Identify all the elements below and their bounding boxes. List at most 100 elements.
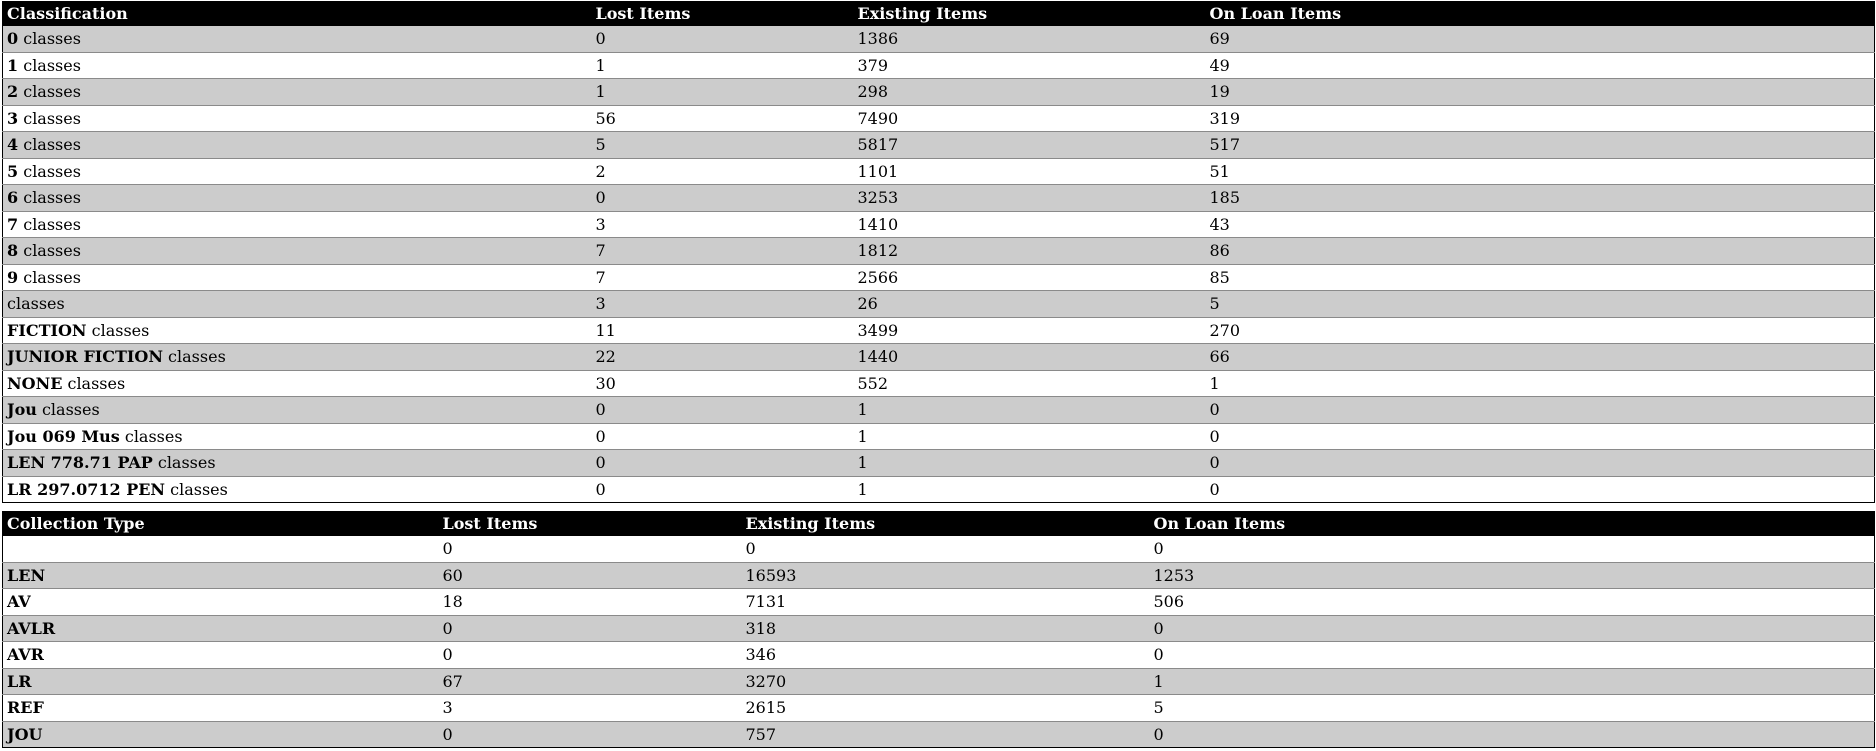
table-row: LEN 778.71 PAP classes 0 1 0: [2, 449, 1875, 477]
existing-cell: 1: [853, 396, 1206, 424]
classification-code: 5: [7, 161, 19, 181]
on-loan-cell: 51: [1205, 158, 1875, 185]
table-row: AVLR 0 318 0: [2, 615, 1875, 642]
classification-cell: 5 classes: [2, 158, 592, 185]
table-row: Jou classes 0 1 0: [2, 396, 1875, 424]
classification-cell: LR 297.0712 PEN classes: [2, 476, 592, 503]
classification-column-header: Classification: [2, 1, 592, 26]
classification-suffix: classes: [119, 426, 183, 446]
classification-cell: 9 classes: [2, 264, 592, 291]
existing-cell: 346: [741, 641, 1150, 669]
on-loan-cell: 66: [1205, 343, 1875, 371]
classification-suffix: classes: [18, 214, 81, 234]
table-row: 8 classes 7 1812 86: [2, 237, 1875, 265]
existing-cell: 7490: [853, 105, 1206, 132]
on-loan-cell: 85: [1205, 264, 1875, 291]
classification-suffix: classes: [18, 29, 81, 49]
classification-suffix: classes: [18, 161, 81, 181]
collection-type-cell: JOU: [2, 721, 439, 748]
on-loan-cell: 1: [1149, 668, 1875, 695]
classification-suffix: classes: [7, 294, 65, 314]
on-loan-cell: 69: [1205, 26, 1875, 53]
existing-cell: 1440: [853, 343, 1206, 371]
lost-cell: 0: [591, 423, 854, 450]
table-row: classes 3 26 5: [2, 290, 1875, 318]
existing-cell: 1410: [853, 211, 1206, 238]
classification-suffix: classes: [36, 400, 100, 420]
collection-type-code: JOU: [7, 724, 43, 744]
classification-cell: LEN 778.71 PAP classes: [2, 449, 592, 477]
classification-code: 2: [7, 82, 19, 102]
table-row: 0 classes 0 1386 69: [2, 26, 1875, 53]
classification-suffix: classes: [165, 479, 228, 499]
existing-cell: 3499: [853, 317, 1206, 344]
classification-code: 0: [7, 29, 19, 49]
lost-cell: 0: [438, 536, 742, 563]
on-loan-items-column-header: On Loan Items: [1149, 511, 1875, 536]
on-loan-cell: 5: [1149, 694, 1875, 722]
classification-cell: 0 classes: [2, 26, 592, 53]
collection-type-cell: [2, 536, 439, 563]
lost-cell: 0: [591, 449, 854, 477]
existing-cell: 757: [741, 721, 1150, 748]
classification-cell: NONE classes: [2, 370, 592, 397]
lost-cell: 0: [438, 721, 742, 748]
lost-cell: 3: [591, 211, 854, 238]
classification-code: 9: [7, 267, 19, 287]
collection-type-cell: LEN: [2, 562, 439, 589]
collection-header-row: Collection Type Lost Items Existing Item…: [2, 511, 1875, 536]
table-row: 6 classes 0 3253 185: [2, 184, 1875, 212]
table-row: 7 classes 3 1410 43: [2, 211, 1875, 238]
lost-cell: 5: [591, 131, 854, 159]
lost-cell: 0: [591, 476, 854, 503]
existing-cell: 1: [853, 449, 1206, 477]
classification-code: 1: [7, 55, 19, 75]
table-row: FICTION classes 11 3499 270: [2, 317, 1875, 344]
table-row: 5 classes 2 1101 51: [2, 158, 1875, 185]
collection-type-column-header: Collection Type: [2, 511, 439, 536]
table-row: 1 classes 1 379 49: [2, 52, 1875, 79]
classification-code: JUNIOR FICTION: [7, 347, 163, 367]
on-loan-cell: 319: [1205, 105, 1875, 132]
collection-type-table: Collection Type Lost Items Existing Item…: [2, 511, 1875, 748]
collection-type-code: REF: [7, 698, 44, 718]
classification-suffix: classes: [18, 108, 81, 128]
table-row: JOU 0 757 0: [2, 721, 1875, 748]
on-loan-cell: 0: [1149, 721, 1875, 748]
table-row: LR 67 3270 1: [2, 668, 1875, 695]
classification-cell: 3 classes: [2, 105, 592, 132]
lost-cell: 1: [591, 78, 854, 106]
classification-code: 4: [7, 135, 19, 155]
collection-type-cell: AVLR: [2, 615, 439, 642]
lost-cell: 7: [591, 264, 854, 291]
existing-cell: 3253: [853, 184, 1206, 212]
on-loan-cell: 5: [1205, 290, 1875, 318]
classification-code: 3: [7, 108, 19, 128]
table-row: 4 classes 5 5817 517: [2, 131, 1875, 159]
collection-type-code: LEN: [7, 565, 46, 585]
on-loan-cell: 517: [1205, 131, 1875, 159]
classification-suffix: classes: [152, 453, 216, 473]
classification-suffix: classes: [18, 135, 81, 155]
collection-type-cell: AV: [2, 588, 439, 616]
table-row: REF 3 2615 5: [2, 694, 1875, 722]
existing-cell: 7131: [741, 588, 1150, 616]
existing-items-column-header: Existing Items: [741, 511, 1150, 536]
existing-cell: 2615: [741, 694, 1150, 722]
lost-items-column-header: Lost Items: [591, 1, 854, 26]
classification-cell: Jou 069 Mus classes: [2, 423, 592, 450]
lost-cell: 0: [438, 615, 742, 642]
on-loan-cell: 1: [1205, 370, 1875, 397]
on-loan-cell: 185: [1205, 184, 1875, 212]
on-loan-cell: 0: [1149, 641, 1875, 669]
lost-cell: 2: [591, 158, 854, 185]
table-row: JUNIOR FICTION classes 22 1440 66: [2, 343, 1875, 371]
collection-type-cell: LR: [2, 668, 439, 695]
collection-type-code: AV: [7, 592, 31, 612]
lost-cell: 56: [591, 105, 854, 132]
classification-suffix: classes: [86, 320, 150, 340]
classification-cell: 6 classes: [2, 184, 592, 212]
lost-items-column-header: Lost Items: [438, 511, 742, 536]
classification-cell: Jou classes: [2, 396, 592, 424]
lost-cell: 67: [438, 668, 742, 695]
